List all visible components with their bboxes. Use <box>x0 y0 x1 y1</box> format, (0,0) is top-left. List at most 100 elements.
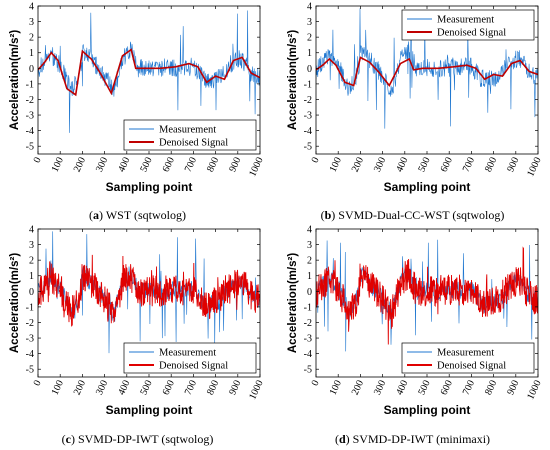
y-tick-label: -2 <box>304 318 312 329</box>
y-tick-label: -5 <box>26 142 34 153</box>
x-tick-label: 100 <box>328 156 344 174</box>
x-tick-label: 700 <box>183 379 199 397</box>
x-tick-label: 200 <box>350 379 366 397</box>
y-axis-label: Acceleration(m/s²) <box>287 253 299 354</box>
measurement-line <box>38 10 260 133</box>
legend-label: Denoised Signal <box>437 361 506 372</box>
y-tick-label: -3 <box>304 334 312 345</box>
x-tick-label: 100 <box>328 379 344 397</box>
chart-panel-0: 4 3 2 1 0 -1 -2 -3 -4 -5 0 100 200 300 400 500 600 700 800… <box>9 2 266 195</box>
x-tick-label: 800 <box>205 156 221 174</box>
chart-panel-2: 4 3 2 1 0 -1 -2 -3 -4 -5 0 100 200 300 400 500 600 700 800… <box>9 225 266 418</box>
x-tick-label: 900 <box>505 379 521 397</box>
y-tick-label: 2 <box>29 33 34 44</box>
y-tick-label: -4 <box>26 126 34 137</box>
x-tick-label: 600 <box>161 379 177 397</box>
y-axis-label: Acceleration(m/s²) <box>287 30 299 131</box>
caption-a: (a) WST (sqtwolog) <box>89 208 186 222</box>
y-tick-label: -5 <box>304 365 312 376</box>
y-axis-label: Acceleration(m/s²) <box>9 253 21 354</box>
y-tick-label: 2 <box>307 256 312 267</box>
x-tick-label: 900 <box>227 156 243 174</box>
plot-area <box>38 231 260 354</box>
x-tick-label: 800 <box>483 156 499 174</box>
y-tick-label: 2 <box>29 256 34 267</box>
x-tick-label: 0 <box>32 379 44 388</box>
x-tick-label: 0 <box>310 156 322 165</box>
y-tick-label: -5 <box>26 365 34 376</box>
x-tick-label: 300 <box>372 156 388 174</box>
x-tick-label: 500 <box>138 156 154 174</box>
legend-box <box>401 342 535 374</box>
x-tick-label: 200 <box>350 156 366 174</box>
x-tick-label: 600 <box>161 156 177 174</box>
y-tick-label: 3 <box>29 240 34 251</box>
legend-label: Denoised Signal <box>437 28 506 39</box>
x-tick-label: 300 <box>94 379 110 397</box>
legend-label: Measurement <box>159 348 216 359</box>
x-tick-label: 100 <box>50 156 66 174</box>
x-tick-label: 300 <box>372 379 388 397</box>
y-tick-label: 1 <box>307 48 312 59</box>
x-axis-label: Sampling point <box>384 180 471 194</box>
caption-b: (b) SVMD-Dual-CC-WST (sqtwolog) <box>320 208 505 222</box>
x-tick-label: 700 <box>461 379 477 397</box>
denoised-line <box>38 254 260 327</box>
chart-panel-1: 4 3 2 1 0 -1 -2 -3 -4 -5 0 100 200 300 400 500 600 700 800… <box>287 2 544 195</box>
y-tick-label: -1 <box>304 79 312 90</box>
y-tick-label: 1 <box>307 271 312 282</box>
y-tick-label: -2 <box>26 95 34 106</box>
plot-area <box>38 10 260 133</box>
x-tick-label: 400 <box>394 156 410 174</box>
y-tick-label: 1 <box>29 271 34 282</box>
x-tick-label: 700 <box>461 156 477 174</box>
x-tick-label: 900 <box>227 379 243 397</box>
legend-label: Denoised Signal <box>159 361 228 372</box>
x-tick-label: 900 <box>505 156 521 174</box>
y-tick-label: 3 <box>307 240 312 251</box>
legend-box <box>123 119 257 151</box>
caption-c: (c) SVMD-DP-IWT (sqtwolog) <box>61 432 214 446</box>
y-tick-label: -3 <box>26 334 34 345</box>
legend-label: Measurement <box>437 15 494 26</box>
y-tick-label: -3 <box>304 111 312 122</box>
y-tick-label: -2 <box>26 318 34 329</box>
y-tick-label: 0 <box>307 64 312 75</box>
legend-box <box>123 342 257 374</box>
x-tick-label: 700 <box>183 156 199 174</box>
x-tick-label: 1000 <box>525 156 543 179</box>
y-tick-label: 4 <box>307 225 312 236</box>
legend-label: Measurement <box>159 125 216 136</box>
plot-area <box>316 8 538 129</box>
y-tick-label: -4 <box>304 126 312 137</box>
denoised-line <box>38 48 260 97</box>
y-tick-label: 0 <box>307 287 312 298</box>
x-axis-label: Sampling point <box>106 403 193 417</box>
denoised-line <box>316 246 538 345</box>
x-tick-label: 500 <box>138 379 154 397</box>
x-tick-label: 400 <box>116 379 132 397</box>
y-tick-label: 3 <box>307 17 312 28</box>
y-tick-label: 2 <box>307 33 312 44</box>
y-tick-label: 1 <box>29 48 34 59</box>
x-tick-label: 100 <box>50 379 66 397</box>
x-tick-label: 0 <box>32 156 44 165</box>
x-tick-label: 400 <box>394 379 410 397</box>
x-tick-label: 800 <box>483 379 499 397</box>
x-tick-label: 400 <box>116 156 132 174</box>
y-tick-label: -2 <box>304 95 312 106</box>
y-tick-label: -3 <box>26 111 34 122</box>
x-tick-label: 1000 <box>247 379 265 402</box>
x-tick-label: 1000 <box>247 156 265 179</box>
x-tick-label: 800 <box>205 379 221 397</box>
y-tick-label: -1 <box>304 302 312 313</box>
y-axis-label: Acceleration(m/s²) <box>9 30 21 131</box>
y-tick-label: -5 <box>304 142 312 153</box>
denoised-line <box>316 56 538 87</box>
measurement-line <box>316 8 538 129</box>
x-tick-label: 500 <box>416 156 432 174</box>
y-tick-label: 4 <box>29 2 34 13</box>
y-tick-label: -4 <box>304 349 312 360</box>
y-tick-label: 4 <box>29 225 34 236</box>
x-tick-label: 600 <box>439 379 455 397</box>
